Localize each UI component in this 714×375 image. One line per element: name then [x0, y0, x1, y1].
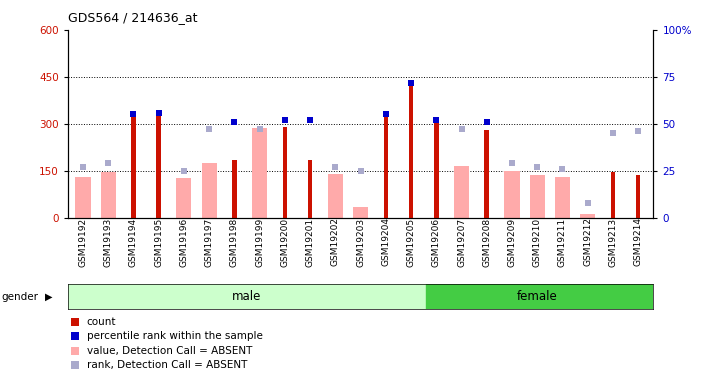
Bar — [485, 130, 489, 218]
Bar — [555, 177, 570, 218]
Text: GSM19211: GSM19211 — [558, 217, 567, 267]
Bar — [530, 176, 545, 217]
Text: male: male — [232, 290, 262, 303]
Text: GSM19212: GSM19212 — [583, 217, 592, 267]
Text: percentile rank within the sample: percentile rank within the sample — [86, 332, 263, 341]
Bar — [426, 284, 653, 309]
Text: GSM19210: GSM19210 — [533, 217, 542, 267]
Bar — [68, 284, 426, 309]
Text: GSM19196: GSM19196 — [179, 217, 188, 267]
Text: GSM19195: GSM19195 — [154, 217, 164, 267]
Text: female: female — [517, 290, 558, 303]
Bar — [610, 172, 615, 217]
Text: GSM19209: GSM19209 — [508, 217, 516, 267]
Text: GSM19208: GSM19208 — [482, 217, 491, 267]
Bar — [383, 116, 388, 218]
Text: GSM19214: GSM19214 — [633, 217, 643, 267]
Bar — [252, 128, 267, 217]
Bar — [454, 166, 469, 218]
Bar — [353, 207, 368, 218]
Bar — [328, 174, 343, 217]
Bar — [308, 160, 312, 218]
Text: GSM19204: GSM19204 — [381, 217, 391, 267]
Bar — [201, 163, 217, 218]
Bar — [636, 176, 640, 217]
Text: GSM19199: GSM19199 — [255, 217, 264, 267]
Text: GSM19193: GSM19193 — [104, 217, 113, 267]
Bar — [504, 171, 520, 217]
Text: rank, Detection Call = ABSENT: rank, Detection Call = ABSENT — [86, 360, 247, 370]
Text: count: count — [86, 317, 116, 327]
Text: GSM19205: GSM19205 — [406, 217, 416, 267]
Text: GSM19202: GSM19202 — [331, 217, 340, 267]
Text: GDS564 / 214636_at: GDS564 / 214636_at — [68, 11, 197, 24]
Text: GSM19197: GSM19197 — [205, 217, 213, 267]
Bar — [409, 82, 413, 218]
Bar — [176, 178, 191, 218]
Text: GSM19207: GSM19207 — [457, 217, 466, 267]
Text: GSM19192: GSM19192 — [79, 217, 88, 267]
Text: GSM19201: GSM19201 — [306, 217, 315, 267]
Bar — [580, 214, 595, 217]
Text: GSM19203: GSM19203 — [356, 217, 365, 267]
Bar — [76, 177, 91, 218]
Text: ▶: ▶ — [45, 292, 53, 302]
Text: gender: gender — [1, 292, 39, 302]
Bar — [232, 160, 236, 218]
Text: GSM19213: GSM19213 — [608, 217, 618, 267]
Text: GSM19198: GSM19198 — [230, 217, 239, 267]
Bar — [156, 113, 161, 218]
Bar — [101, 172, 116, 217]
Bar — [434, 119, 438, 218]
Bar — [283, 127, 287, 218]
Text: GSM19200: GSM19200 — [281, 217, 289, 267]
Text: GSM19206: GSM19206 — [432, 217, 441, 267]
Bar — [131, 114, 136, 218]
Text: value, Detection Call = ABSENT: value, Detection Call = ABSENT — [86, 346, 252, 356]
Text: GSM19194: GSM19194 — [129, 217, 138, 267]
